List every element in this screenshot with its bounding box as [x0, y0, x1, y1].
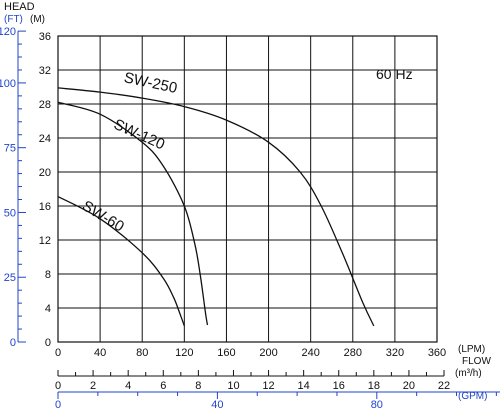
- curve-sw-60: [57, 196, 185, 327]
- x-tick-label-lpm: 120: [175, 347, 193, 359]
- x-tick-label-m3h: 22: [438, 380, 450, 392]
- x-tick-label-lpm: 280: [344, 347, 362, 359]
- x-tick-label-gpm: 0: [55, 399, 61, 411]
- x-tick-label-m3h: 0: [55, 380, 61, 392]
- x-tick-label-m3h: 20: [403, 380, 415, 392]
- curve-sw-250: [57, 87, 375, 327]
- series-label-sw-120: SW-120: [111, 116, 167, 153]
- curves: [57, 87, 375, 327]
- x-tick-label-m3h: 14: [298, 380, 310, 392]
- x-tick-label-lpm: 240: [301, 347, 319, 359]
- x-tick-label-m3h: 18: [368, 380, 380, 392]
- series-label-sw-250: SW-250: [122, 69, 178, 97]
- x-tick-label-m3h: 2: [90, 380, 96, 392]
- x-axis-title: FLOW: [462, 356, 491, 367]
- x-unit-m3h-label: (m³/h): [455, 368, 482, 379]
- x-tick-label-lpm: 40: [94, 347, 106, 359]
- y-tick-label-m: 24: [39, 133, 51, 145]
- y-tick-label-ft: 25: [4, 272, 16, 284]
- x-tick-label-lpm: 360: [428, 347, 446, 359]
- y-unit-m-label: (M): [30, 14, 45, 25]
- x-unit-lpm-label: (LPM): [458, 344, 485, 355]
- y-tick-label-m: 4: [45, 303, 51, 315]
- y-tick-label-ft: 100: [0, 78, 16, 90]
- y-tick-label-m: 32: [39, 65, 51, 77]
- x-tick-label-gpm: 80: [371, 399, 383, 411]
- grid: [57, 35, 438, 343]
- y-tick-label-m: 8: [45, 269, 51, 281]
- x-tick-label-m3h: 12: [262, 380, 274, 392]
- y-tick-label-m: 16: [39, 201, 51, 213]
- y-tick-label-ft: 0: [10, 337, 16, 349]
- chart-title: 60 Hz: [376, 66, 413, 82]
- x-tick-label-m3h: 4: [125, 380, 131, 392]
- x-tick-label-lpm: 200: [259, 347, 277, 359]
- y-axis-title: HEAD: [4, 1, 35, 13]
- x-tick-label-lpm: 80: [136, 347, 148, 359]
- y-tick-label-m: 20: [39, 167, 51, 179]
- x-tick-label-m3h: 10: [227, 380, 239, 392]
- y-unit-ft-label: (FT): [4, 14, 23, 25]
- x-tick-label-m3h: 8: [195, 380, 201, 392]
- x-unit-gpm-label: (GPM): [458, 391, 487, 402]
- x-tick-label-gpm: 40: [211, 399, 223, 411]
- x-tick-label-lpm: 160: [217, 347, 235, 359]
- curve-sw-120: [57, 101, 209, 326]
- y-tick-label-ft: 120: [0, 26, 16, 38]
- y-tick-label-m: 12: [39, 235, 51, 247]
- x-tick-label-lpm: 0: [55, 347, 61, 359]
- x-tick-label-lpm: 320: [386, 347, 404, 359]
- y-tick-label-m: 36: [39, 31, 51, 43]
- y-tick-label-ft: 75: [4, 143, 16, 155]
- x-tick-label-m3h: 16: [333, 380, 345, 392]
- x-tick-label-m3h: 6: [160, 380, 166, 392]
- y-tick-label-ft: 50: [4, 207, 16, 219]
- series-label-sw-60: SW-60: [79, 197, 127, 235]
- y-tick-label-m: 28: [39, 99, 51, 111]
- y-tick-label-m: 0: [45, 337, 51, 349]
